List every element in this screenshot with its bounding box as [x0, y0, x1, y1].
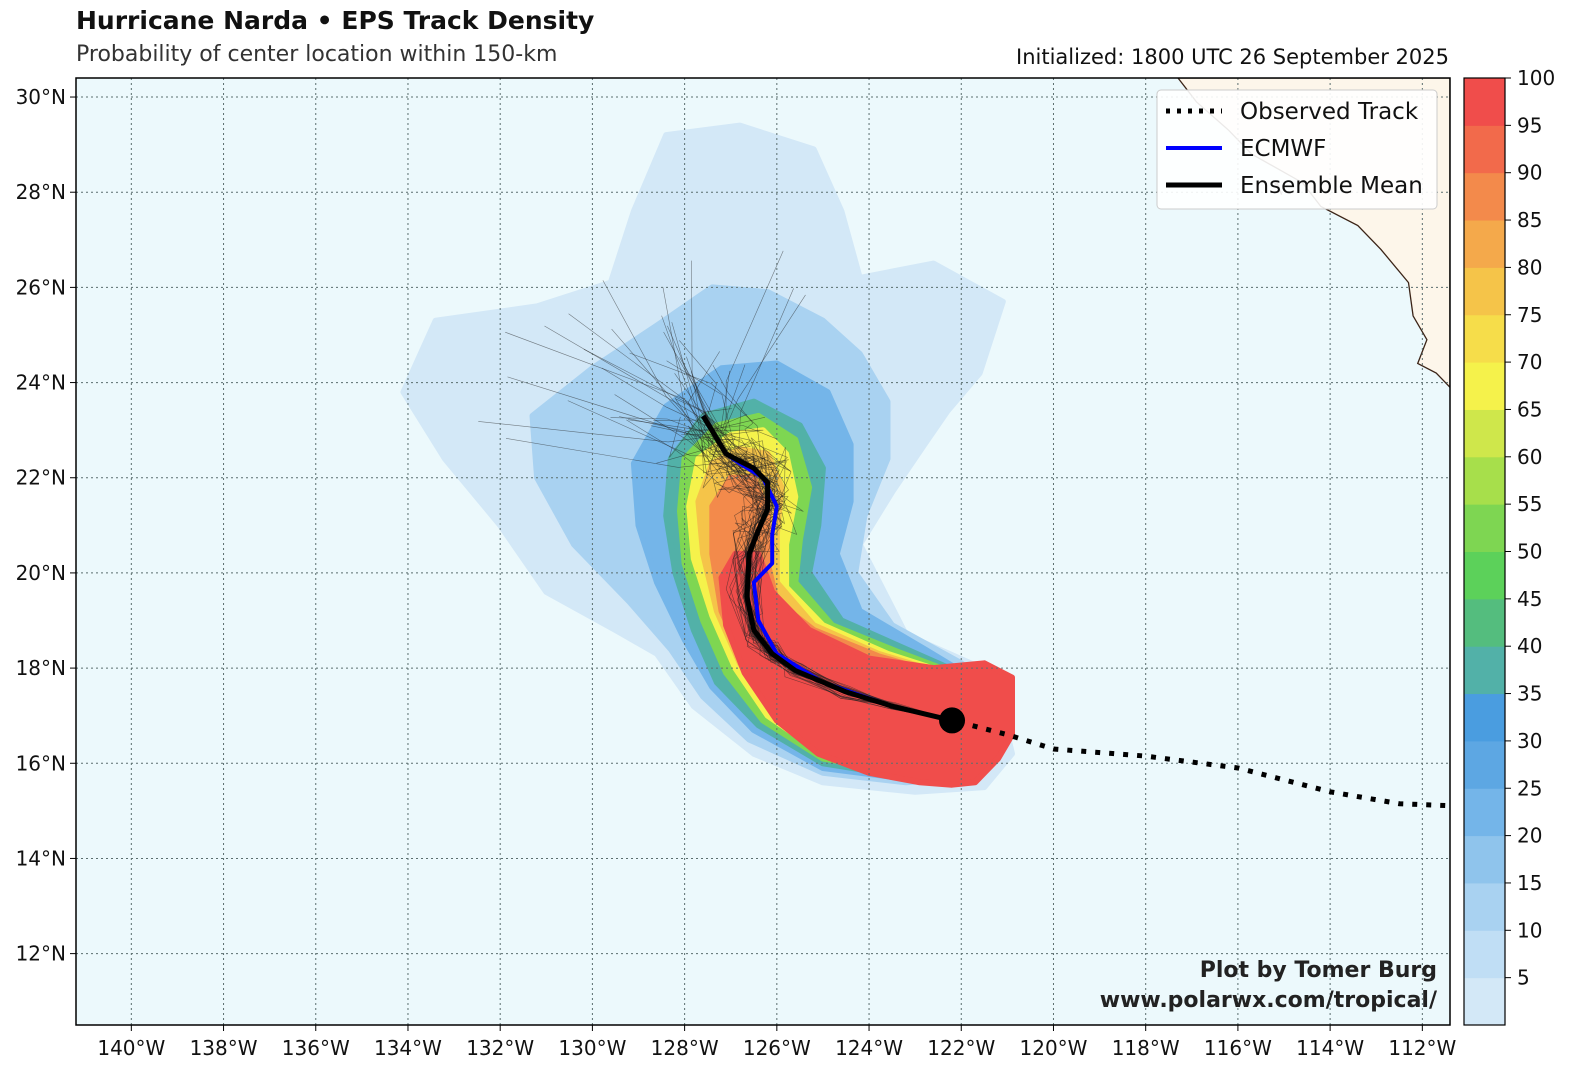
colorbar-segment	[1464, 267, 1505, 316]
lon-tick-label: 128°W	[651, 1036, 719, 1060]
colorbar-tick-label: 15	[1517, 871, 1542, 895]
ensemble-member-track	[669, 411, 953, 721]
colorbar-segment	[1464, 314, 1505, 363]
credit-author: Plot by Tomer Burg	[1199, 958, 1437, 983]
gridlines	[76, 78, 1450, 1025]
density-contour-100	[718, 550, 1015, 788]
colorbar-segment	[1464, 646, 1505, 695]
colorbar-tick-label: 65	[1517, 397, 1542, 421]
colorbar-segment	[1464, 930, 1505, 979]
lon-tick-label: 126°W	[743, 1036, 811, 1060]
lon-tick-label: 136°W	[282, 1036, 350, 1060]
colorbar-segment	[1464, 504, 1505, 552]
colorbar-segment	[1464, 78, 1505, 126]
lat-tick-label: 26°N	[16, 275, 66, 299]
lon-tick-label: 132°W	[466, 1036, 534, 1060]
lat-tick-label: 12°N	[16, 942, 66, 966]
colorbar-tick-label: 5	[1517, 966, 1530, 990]
chart-title: Hurricane Narda • EPS Track Density	[76, 6, 595, 35]
lat-tick-label: 20°N	[16, 561, 66, 585]
lat-tick-label: 14°N	[16, 846, 66, 870]
lat-tick-label: 30°N	[16, 85, 66, 109]
lat-tick-label: 28°N	[16, 180, 66, 204]
lat-tick-label: 16°N	[16, 751, 66, 775]
colorbar-segment	[1464, 456, 1505, 505]
lon-tick-label: 138°W	[190, 1036, 258, 1060]
lon-tick-label: 118°W	[1112, 1036, 1180, 1060]
colorbar-segment	[1464, 551, 1505, 600]
initialized-time: Initialized: 1800 UTC 26 September 2025	[1016, 45, 1449, 69]
colorbar-segment	[1464, 172, 1505, 221]
credit-url: www.polarwx.com/tropical/	[1099, 988, 1437, 1013]
colorbar-tick-label: 30	[1517, 729, 1542, 753]
colorbar-segment	[1464, 788, 1505, 837]
colorbar-segment	[1464, 835, 1505, 884]
colorbar-tick-label: 90	[1517, 161, 1542, 185]
colorbar-tick-label: 25	[1517, 776, 1542, 800]
lon-tick-label: 122°W	[927, 1036, 995, 1060]
observed-track	[951, 717, 1450, 809]
axis-ticks: 140°W 138°W 136°W 134°W 132°W 130°W 128°W 126°W…	[16, 85, 1457, 1060]
colorbar-tick-label: 95	[1517, 113, 1542, 137]
colorbar-tick-label: 45	[1517, 587, 1542, 611]
colorbar-segment	[1464, 693, 1505, 742]
lon-tick-label: 134°W	[374, 1036, 442, 1060]
lon-tick-label: 124°W	[835, 1036, 903, 1060]
lon-tick-label: 114°W	[1296, 1036, 1364, 1060]
colorbar-segment	[1464, 882, 1505, 931]
colorbar-segment	[1464, 125, 1505, 174]
lon-tick-label: 130°W	[558, 1036, 626, 1060]
colorbar-tick-label: 75	[1517, 303, 1542, 327]
lon-tick-label: 120°W	[1020, 1036, 1088, 1060]
colorbar-tick-label: 85	[1517, 208, 1542, 232]
colorbar-tick-label: 40	[1517, 634, 1542, 658]
lat-tick-label: 22°N	[16, 466, 66, 490]
legend-mean-label: Ensemble Mean	[1240, 173, 1423, 199]
colorbar-segment	[1464, 977, 1505, 1026]
lon-tick-label: 112°W	[1388, 1036, 1456, 1060]
colorbar-segment	[1464, 362, 1505, 410]
colorbar-tick-label: 35	[1517, 682, 1542, 706]
legend-ecmwf-label: ECMWF	[1240, 136, 1326, 162]
current-position-marker	[939, 707, 966, 734]
plot-frame	[75, 77, 1451, 1026]
legend-observed-label: Observed Track	[1240, 99, 1419, 125]
lon-tick-label: 116°W	[1204, 1036, 1272, 1060]
colorbar-segment	[1464, 220, 1505, 268]
colorbar-segment	[1464, 598, 1505, 647]
ensemble-mean-track	[700, 414, 953, 723]
colorbar-segment	[1464, 409, 1505, 458]
lat-tick-label: 18°N	[16, 656, 66, 680]
colorbar-segment	[1464, 740, 1505, 789]
colorbar-tick-label: 70	[1517, 350, 1542, 374]
chart-subtitle: Probability of center location within 15…	[76, 42, 558, 67]
colorbar-tick-label: 10	[1517, 918, 1542, 942]
ensemble-member-track	[661, 315, 953, 721]
colorbar-tick-label: 80	[1517, 255, 1542, 279]
track-layer	[700, 414, 1450, 809]
colorbar-tick-label: 55	[1517, 492, 1542, 516]
legend: Observed Track ECMWF Ensemble Mean	[1156, 89, 1438, 210]
lat-tick-label: 24°N	[16, 371, 66, 395]
colorbar-tick-label: 60	[1517, 445, 1542, 469]
colorbar: 5 10 15 20 25 30 35 40 45 50 55 60 65 70 75 80 85 90 95 100	[1463, 66, 1555, 1026]
colorbar-tick-label: 50	[1517, 540, 1542, 564]
lon-tick-label: 140°W	[97, 1036, 165, 1060]
colorbar-tick-label: 20	[1517, 824, 1542, 848]
colorbar-tick-label: 100	[1517, 66, 1555, 90]
